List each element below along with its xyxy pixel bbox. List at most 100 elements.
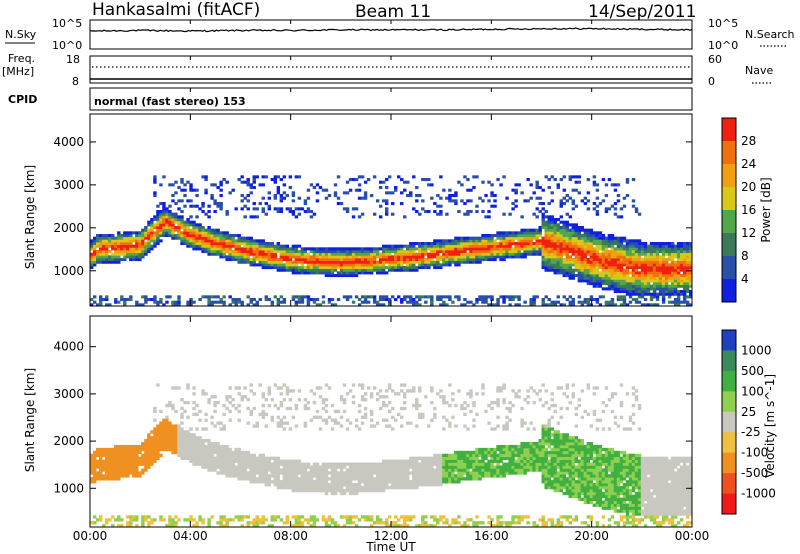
heatmap-cell <box>640 258 645 262</box>
heatmap-cell <box>631 260 636 264</box>
heatmap-cell <box>442 300 446 304</box>
heatmap-cell <box>297 518 302 522</box>
heatmap-cell <box>565 271 569 275</box>
heatmap-cell <box>541 242 545 246</box>
heatmap-cell <box>261 196 265 200</box>
heatmap-cell <box>502 298 506 302</box>
heatmap-cell <box>589 295 594 299</box>
heatmap-cell <box>102 242 106 246</box>
heatmap-cell <box>342 268 347 272</box>
heatmap-cell <box>189 188 193 192</box>
heatmap-cell <box>330 255 335 259</box>
heatmap-cell <box>312 474 317 478</box>
heatmap-cell <box>415 194 419 198</box>
heatmap-cell <box>372 462 377 466</box>
heatmap-cell <box>378 471 383 475</box>
heatmap-cell <box>460 247 464 251</box>
heatmap-cell <box>177 218 181 222</box>
heatmap-cell <box>141 252 145 256</box>
heatmap-cell <box>619 252 624 256</box>
heatmap-cell <box>381 263 386 267</box>
heatmap-cell <box>523 239 527 243</box>
heatmap-cell <box>649 247 654 251</box>
heatmap-cell <box>568 268 572 272</box>
heatmap-cell <box>369 424 374 428</box>
heatmap-cell <box>673 274 678 278</box>
heatmap-cell <box>237 462 241 466</box>
heatmap-cell <box>553 250 557 254</box>
heatmap-cell <box>433 210 437 214</box>
heatmap-cell <box>174 442 178 446</box>
heatmap-cell <box>336 480 341 484</box>
heatmap-cell <box>366 468 371 472</box>
heatmap-cell <box>619 295 624 299</box>
heatmap-cell <box>688 279 693 283</box>
heatmap-cell <box>219 183 223 187</box>
heatmap-cell <box>168 223 172 227</box>
heatmap-cell <box>249 250 253 254</box>
heatmap-cell <box>655 242 660 246</box>
heatmap-cell <box>195 462 199 466</box>
heatmap-cell <box>409 485 413 490</box>
heatmap-cell <box>195 204 199 208</box>
heatmap-cell <box>514 303 518 307</box>
heatmap-cell <box>387 474 392 478</box>
heatmap-cell <box>285 266 290 270</box>
heatmap-cell <box>547 218 551 222</box>
heatmap-cell <box>493 258 497 262</box>
heatmap-cell <box>499 295 503 299</box>
heatmap-cell <box>610 204 615 208</box>
heatmap-cell <box>406 300 410 304</box>
heatmap-cell <box>135 453 139 458</box>
heatmap-cell <box>207 204 211 208</box>
heatmap-cell <box>279 244 284 248</box>
heatmap-cell <box>345 480 350 484</box>
heatmap-cell <box>198 234 202 238</box>
heatmap-cell <box>643 263 648 267</box>
heatmap-cell <box>216 456 220 460</box>
heatmap-cell <box>655 252 660 256</box>
heatmap-cell <box>586 228 591 232</box>
heatmap-cell <box>541 247 545 251</box>
heatmap-cell <box>661 252 666 256</box>
heatmap-cell <box>646 290 651 294</box>
heatmap-cell <box>400 480 404 484</box>
heatmap-cell <box>270 462 275 466</box>
heatmap-cell <box>381 485 386 490</box>
heatmap-cell <box>595 300 600 304</box>
heatmap-cell <box>237 515 241 519</box>
heatmap-cell <box>93 242 97 246</box>
heatmap-cell <box>384 403 389 408</box>
heatmap-cell <box>228 255 232 259</box>
heatmap-cell <box>102 247 106 251</box>
heatmap-cell <box>384 191 389 195</box>
heatmap-cell <box>321 480 326 484</box>
heatmap-cell <box>532 234 536 238</box>
heatmap-cell <box>439 196 443 200</box>
heatmap-cell <box>96 242 100 246</box>
heatmap-cell <box>679 268 684 272</box>
heatmap-cell <box>315 258 320 262</box>
heatmap-cell <box>306 485 311 490</box>
heatmap-cell <box>261 521 265 525</box>
heatmap-cell <box>270 303 275 307</box>
heatmap-cell <box>129 239 133 243</box>
heatmap-cell <box>381 400 386 405</box>
heatmap-cell <box>150 430 154 434</box>
heatmap-cell <box>427 210 431 214</box>
heatmap-cell <box>165 427 169 431</box>
heatmap-cell <box>646 244 651 248</box>
heatmap-cell <box>99 252 103 256</box>
heatmap-cell <box>309 210 314 214</box>
heatmap-cell <box>228 418 232 422</box>
heatmap-cell <box>321 515 326 519</box>
heatmap-cell <box>394 263 398 267</box>
heatmap-cell <box>156 442 160 446</box>
heatmap-cell <box>171 226 175 230</box>
heatmap-cell <box>595 212 600 216</box>
heatmap-cell <box>661 290 666 294</box>
heatmap-cell <box>270 415 275 419</box>
heatmap-cell <box>384 298 389 302</box>
heatmap-cell <box>604 260 609 264</box>
heatmap-cell <box>514 242 518 246</box>
